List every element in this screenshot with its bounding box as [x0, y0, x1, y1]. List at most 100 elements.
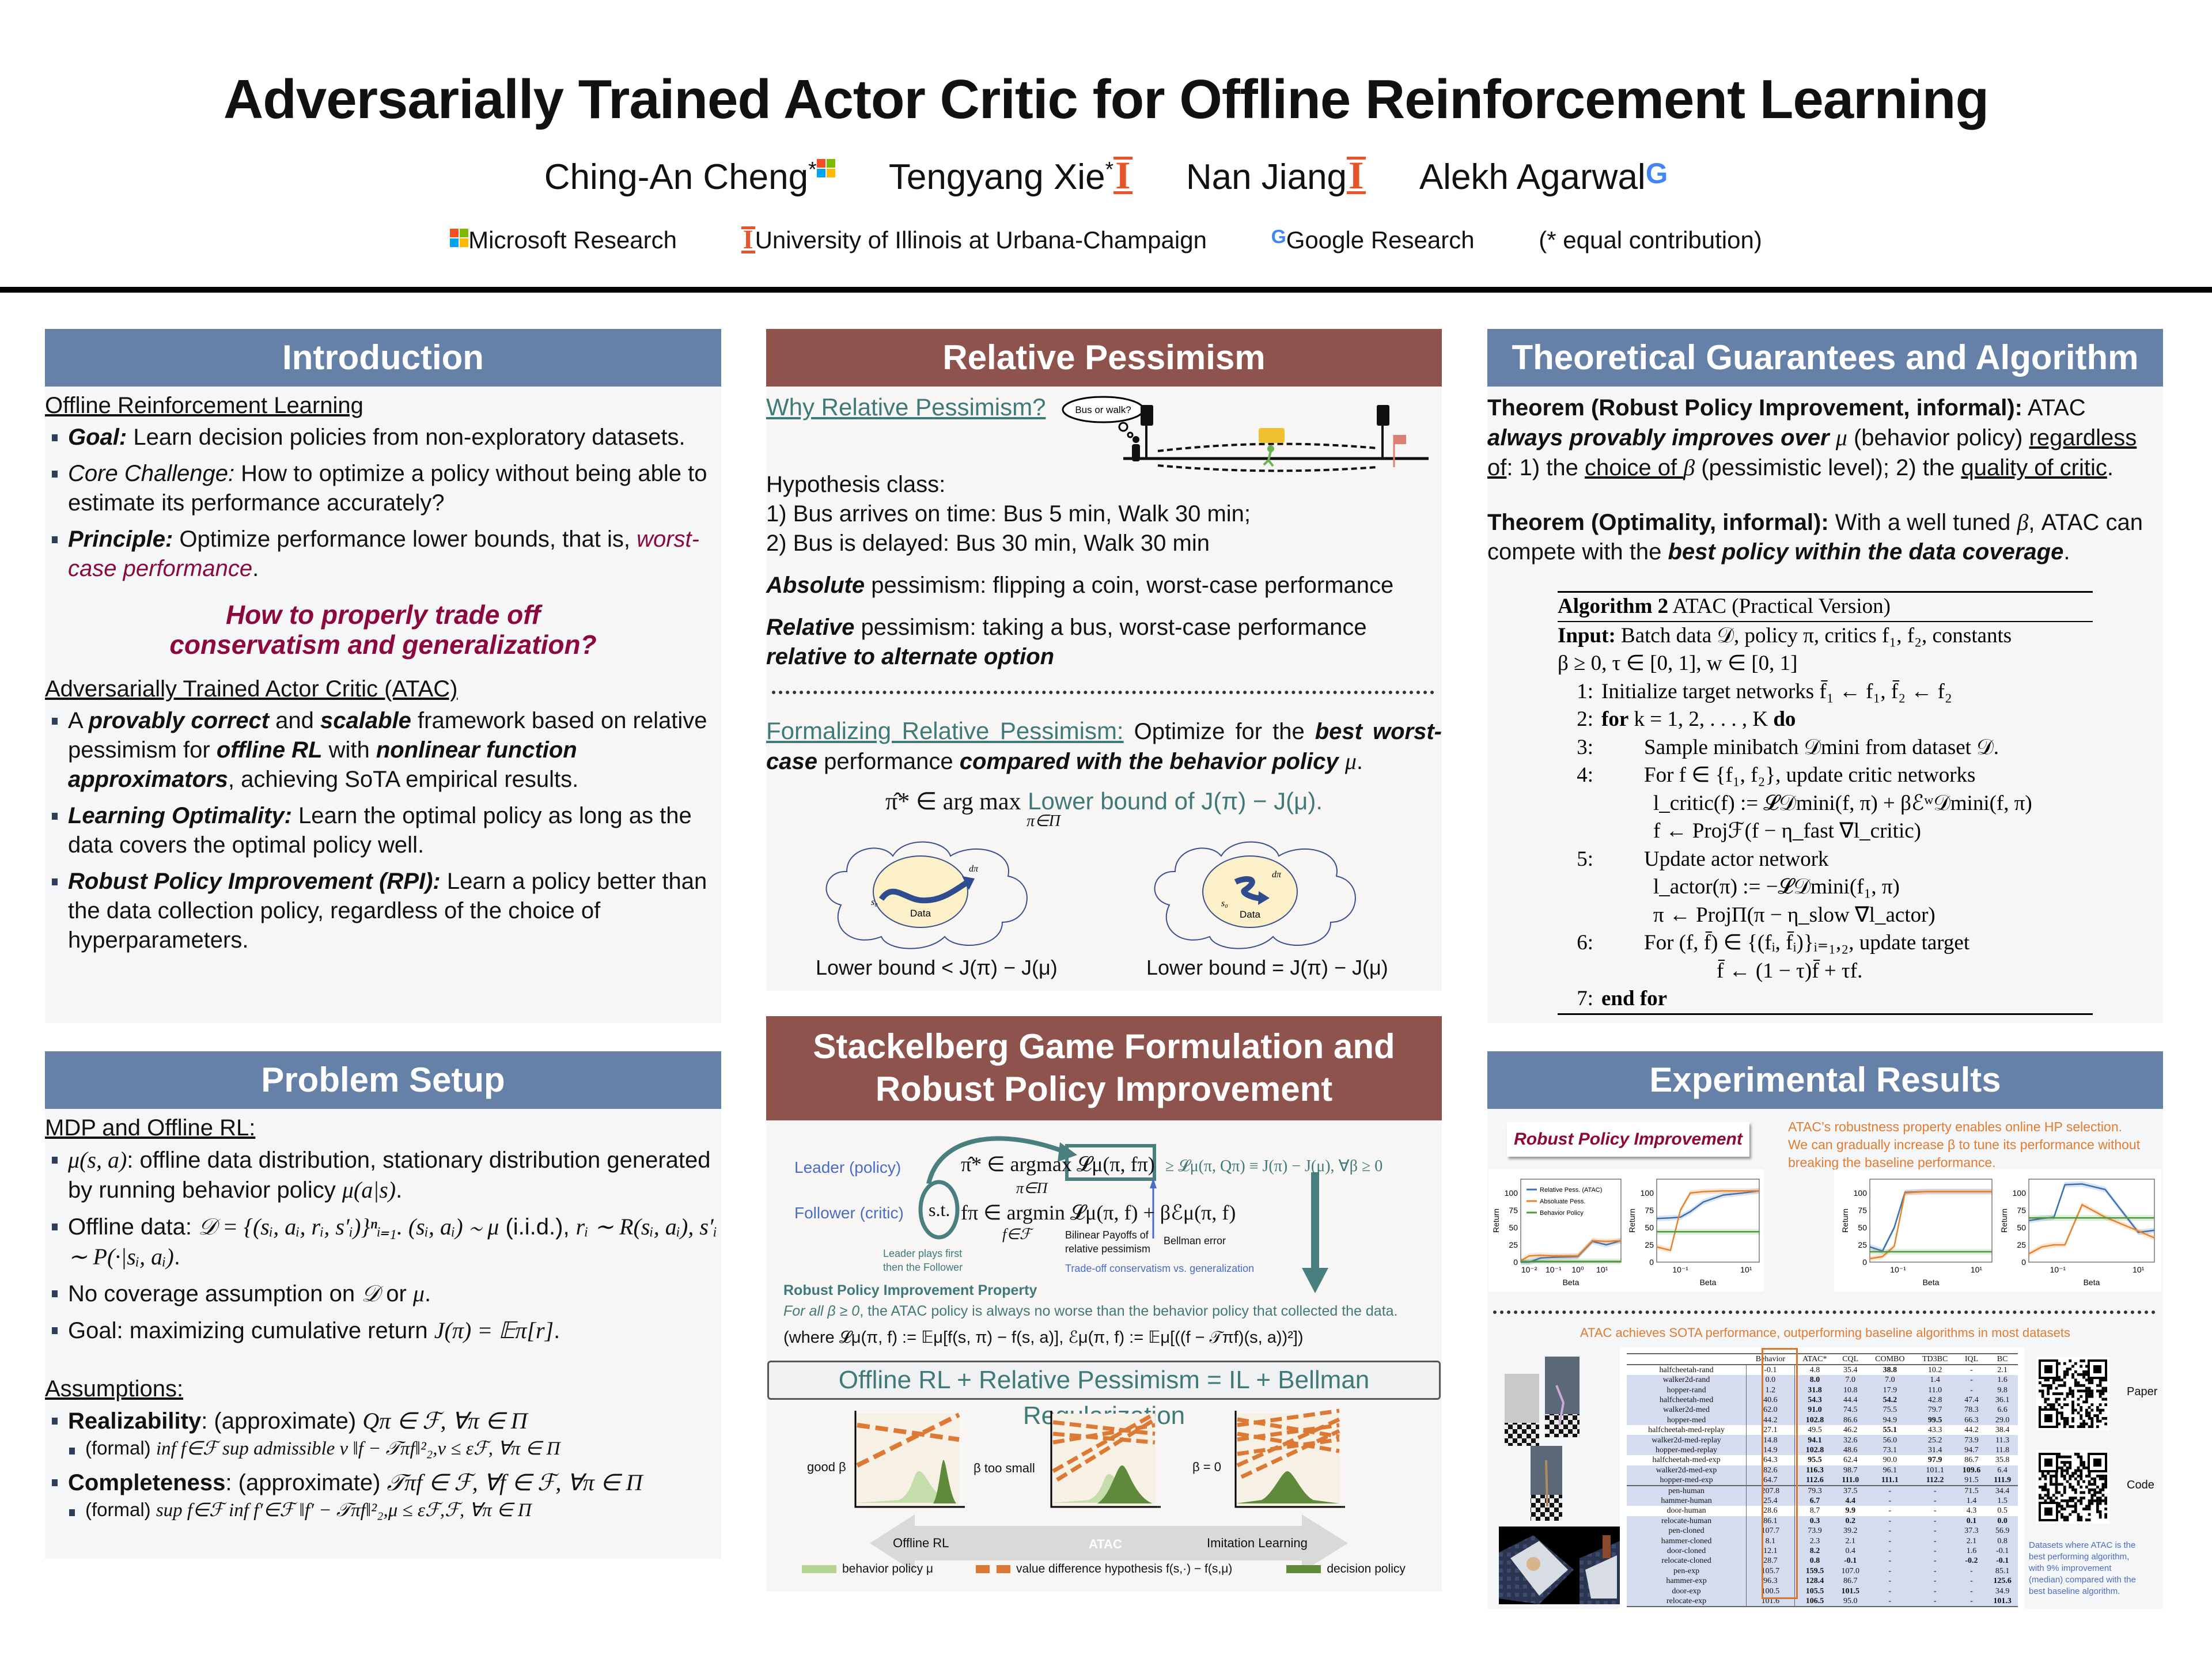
subheading: Formalizing Relative Pessimism:: [766, 717, 1124, 744]
dataset-name: relocate-exp: [1627, 1596, 1747, 1607]
table-cell: 95.5: [1808, 1456, 1822, 1465]
y-tick-label: 100: [2013, 1188, 2027, 1198]
text-run: compared with the behavior policy: [959, 749, 1339, 774]
table-cell: 1.2: [1746, 1385, 1795, 1395]
x-tick-label: 10⁻²: [1521, 1265, 1537, 1274]
cloud-icon: [825, 841, 1356, 949]
results-table-card: Behavior ATAC* CQL COMBO TD3BC IQL BC halfcheet…: [1620, 1347, 2025, 1613]
badge-text: Robust Policy Improvement: [1514, 1130, 1743, 1149]
table-cell: 48.6: [1835, 1445, 1866, 1456]
absolute-pessimism-text: Absolute pessimism: flipping a coin, wor…: [766, 571, 1442, 600]
table-cell: 9.9: [1845, 1506, 1855, 1516]
table-cell: 2.1: [1835, 1536, 1866, 1546]
table-cell: 82.6: [1746, 1465, 1795, 1475]
key-question: How to properly trade off conservatism an…: [45, 600, 721, 660]
legend-label: Absoluate Pess.: [1540, 1198, 1586, 1205]
affiliation: IUniversity of Illinois at Urbana-Champa…: [741, 226, 1207, 253]
table-cell: 102.8: [1794, 1415, 1835, 1425]
step-text: end for: [1601, 987, 1667, 1010]
bullet: Goal: maximizing cumulative return J(π) …: [52, 1316, 721, 1346]
beta-spectrum-diagram: [854, 1408, 1348, 1572]
table-cell: 79.3: [1794, 1485, 1835, 1496]
step-text: f ← Projℱ(f − η_fast ∇l_critic): [1653, 819, 1921, 843]
table-row: door-human 28.6 8.7 9.9 - - 4.3 0.5: [1627, 1506, 2018, 1516]
y-tick-label: 75: [2017, 1206, 2026, 1215]
table-cell: 27.1: [1746, 1425, 1795, 1435]
table-cell: 56.9: [1987, 1526, 2018, 1536]
y-tick-label: 100: [1505, 1188, 1518, 1198]
text-run: Theorem (Robust Policy Improvement, info…: [1487, 395, 2023, 421]
x-tick-label: 10¹: [1596, 1265, 1608, 1274]
beta-return-plot-3: 0 25 50 75 100 10⁻¹ 10¹ Beta Return: [1840, 1179, 1993, 1287]
summary-banner: Offline RL + Relative Pessimism = IL + B…: [767, 1361, 1441, 1430]
table-cell: 8.7: [1809, 1506, 1820, 1516]
bullet: Realizability: (approximate) Qπ ∈ ℱ, ∀π …: [52, 1406, 721, 1436]
table-cell: -: [1914, 1526, 1956, 1536]
table-cell: -: [1866, 1596, 1914, 1607]
table-cell: 0.3: [1794, 1516, 1835, 1527]
data-label: Data: [1240, 909, 1260, 920]
formalizing-text: Formalizing Relative Pessimism: Optimize…: [766, 716, 1442, 777]
hypothesis-line: 1) Bus arrives on time: Bus 5 min, Walk …: [766, 501, 1251, 527]
text-run: β: [1683, 454, 1695, 480]
y-tick-label: 0: [2021, 1257, 2026, 1267]
table-cell: 100.5: [1746, 1586, 1795, 1596]
trajectory-arrow: [1234, 876, 1262, 902]
legend-label: behavior policy μ: [842, 1562, 934, 1575]
y-tick-label: 50: [1645, 1223, 1654, 1232]
table-row: hopper-med 44.2 102.8 86.6 94.9 99.5 66.3 29.0: [1627, 1415, 2018, 1425]
table-cell: -: [1914, 1485, 1956, 1496]
data-region: [873, 855, 968, 928]
x-axis-label: Beta: [2084, 1278, 2100, 1287]
text-run: rᵢ ∼ R(sᵢ, aᵢ), s′ᵢ ∼ P(·|sᵢ, aᵢ): [68, 1214, 718, 1270]
input-text: Batch data 𝒟, policy π, critics f₁, f₂, …: [1615, 623, 2012, 647]
text-run: With a well tuned: [1828, 510, 2017, 535]
text-run: How to optimize a policy without being a…: [68, 461, 707, 516]
bullet-list: Realizability: (approximate) Qπ ∈ ℱ, ∀π …: [45, 1406, 721, 1522]
text-run: (formal): [85, 1499, 156, 1520]
algorithm-step: 3: Sample minibatch 𝒟mini from dataset 𝒟.: [1558, 734, 2093, 762]
table-row: halfcheetah-med 40.6 54.3 44.4 54.2 42.8 47.4 3…: [1627, 1395, 2018, 1406]
algorithm-steps: 1: Initialize target networks f̄₁ ← f₁, f…: [1558, 678, 2093, 1013]
subheading: Offline Reinforcement Learning: [45, 393, 363, 418]
table-cell: 4.4: [1835, 1495, 1866, 1506]
flag-icon: [1393, 435, 1406, 467]
equation-left: π̂* ∈ arg max: [885, 789, 1021, 815]
x-tick-label: 10⁻¹: [2050, 1265, 2066, 1274]
header-line: Robust Policy Improvement: [875, 1070, 1333, 1108]
table-cell: 107.0: [1835, 1566, 1866, 1577]
relative-pessimism-panel: Relative Pessimism Why Relative Pessimis…: [766, 329, 1442, 991]
table-cell: 8.2: [1794, 1546, 1835, 1556]
table-cell: -: [1914, 1495, 1956, 1506]
y-axis-label: Return: [1840, 1209, 1850, 1233]
table-cell: -: [1866, 1495, 1914, 1506]
step-text: for k = 1, 2, . . . , K do: [1601, 707, 1796, 731]
table-cell: 2.1: [1956, 1536, 1987, 1546]
subheading: MDP and Offline RL:: [45, 1115, 256, 1141]
table-cell: 97.9: [1927, 1456, 1942, 1465]
text-run: .: [2063, 539, 2070, 565]
y-axis-label: Return: [1491, 1209, 1501, 1233]
text-run: : (approximate): [225, 1470, 387, 1495]
code-qr-code-icon[interactable]: [2036, 1450, 2109, 1524]
table-cell: 14.8: [1746, 1435, 1795, 1445]
table-cell: 54.3: [1794, 1395, 1835, 1406]
table-row: halfcheetah-rand -0.1 4.8 35.4 38.8 10.2 - 2.1: [1627, 1365, 2018, 1375]
dataset-name: door-exp: [1627, 1586, 1747, 1596]
table-cell: 11.0: [1914, 1385, 1956, 1395]
table-cell: 101.1: [1914, 1465, 1956, 1475]
table-cell: 1.6: [1956, 1546, 1987, 1556]
section-divider: [772, 691, 1434, 694]
table-cell: -: [1914, 1576, 1956, 1586]
table-cell: 75.5: [1866, 1405, 1914, 1415]
table-cell: 31.4: [1914, 1445, 1956, 1456]
table-cell: 0.5: [1997, 1506, 2008, 1516]
theory-panel: Theoretical Guarantees and Algorithm The…: [1487, 329, 2163, 1023]
table-cell: -: [1914, 1536, 1956, 1546]
paper-qr-code-icon[interactable]: [2036, 1357, 2109, 1430]
table-cell: 62.4: [1843, 1456, 1858, 1465]
legend-item: decision policy: [1286, 1562, 1406, 1576]
table-cell: 1.5: [1987, 1495, 2018, 1506]
y-tick-label: 0: [1649, 1257, 1654, 1267]
text-run: quality of critic: [1961, 455, 2107, 480]
